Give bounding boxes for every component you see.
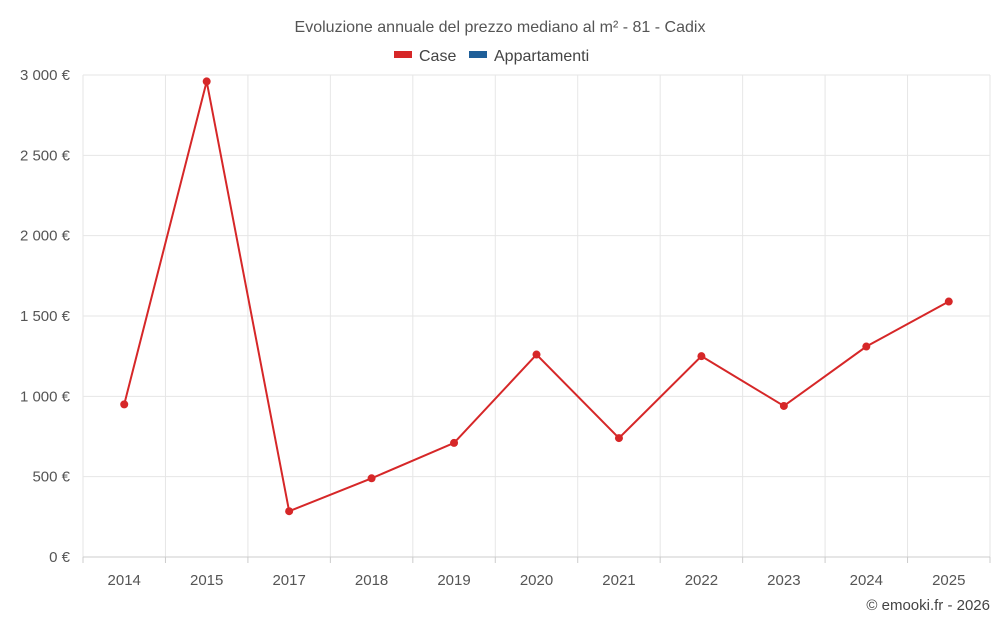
data-point[interactable] [450,438,459,447]
y-tick-label: 1 000 € [20,388,71,405]
x-tick-label: 2021 [602,572,635,589]
legend-swatch-case [394,51,412,58]
x-tick-label: 2023 [767,572,800,589]
data-point[interactable] [614,434,623,443]
y-tick-label: 1 500 € [20,308,71,325]
y-tick-label: 500 € [32,469,70,486]
x-tick-label: 2020 [520,572,553,589]
grid [82,74,991,557]
data-point[interactable] [285,507,294,516]
y-tick-label: 2 000 € [20,228,71,245]
x-tick-label: 2024 [850,572,883,589]
y-tick-label: 3 000 € [20,67,71,84]
legend-label-case: Case [419,48,456,65]
y-tick-label: 2 500 € [20,147,71,164]
y-tick-label: 0 € [49,549,71,566]
data-point[interactable] [697,352,706,361]
data-point[interactable] [202,77,211,86]
data-point[interactable] [779,401,788,410]
chart-title: Evoluzione annuale del prezzo mediano al… [295,19,706,36]
plot-area [120,77,953,516]
legend-item-case[interactable]: Case [394,48,456,65]
data-point[interactable] [120,400,129,409]
x-tick-label: 2022 [685,572,718,589]
x-tick-label: 2025 [932,572,965,589]
x-tick-label: 2019 [437,572,470,589]
data-point[interactable] [944,297,953,306]
x-tick-label: 2015 [190,572,223,589]
legend-swatch-appartamenti [469,51,487,58]
legend: Case Appartamenti [394,48,589,65]
credit-text: © emooki.fr - 2026 [866,597,990,614]
x-tick-label: 2017 [272,572,305,589]
legend-label-appartamenti: Appartamenti [494,48,589,65]
axes: 0 € 500 € 1 000 € 1 500 € 2 000 € 2 500 € 3 00… [20,67,991,589]
x-tick-label: 2018 [355,572,388,589]
legend-item-appartamenti[interactable]: Appartamenti [469,48,589,65]
data-point[interactable] [862,342,871,351]
x-tick-label: 2014 [108,572,141,589]
data-point[interactable] [532,350,541,359]
data-point[interactable] [367,474,376,483]
